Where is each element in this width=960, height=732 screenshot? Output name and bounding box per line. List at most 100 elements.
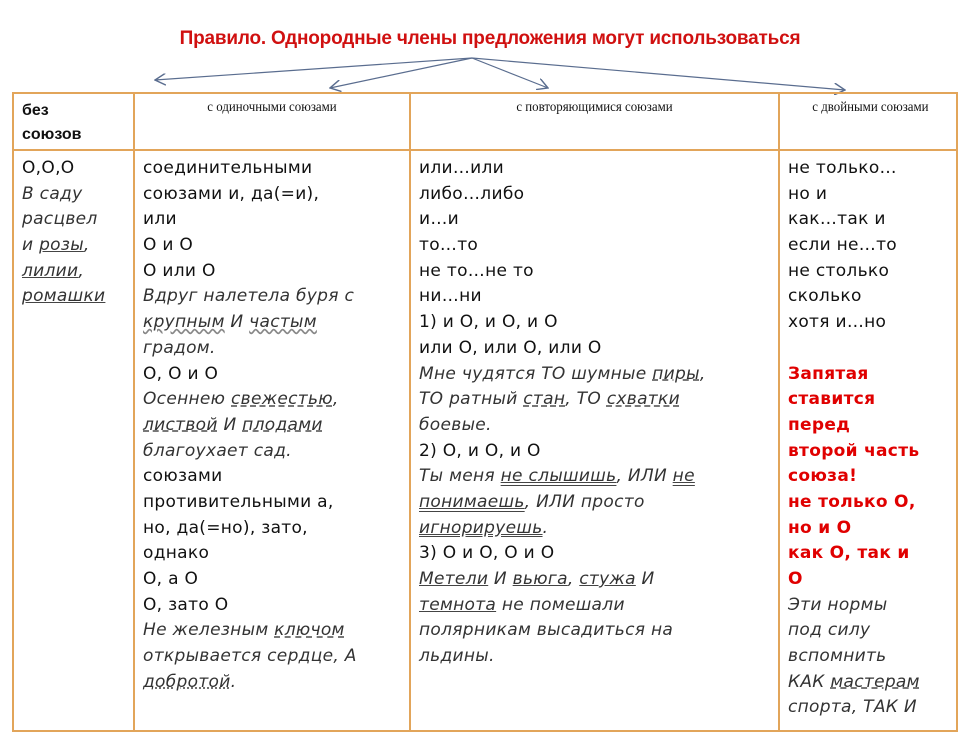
text-line: 1) и О, и О, и О (419, 310, 706, 336)
rule-line: второй часть (788, 439, 920, 465)
example-line: Ты меня не слышишь, ИЛИ не (419, 464, 706, 490)
text-segment: полярникам высадиться на (419, 620, 674, 641)
example-line: и розы, (22, 233, 105, 259)
example-line: Вдруг налетела буря с (143, 284, 357, 310)
text-segment: И (488, 569, 513, 589)
text-segment: однако (143, 543, 210, 564)
text-segment: или…или (419, 158, 505, 178)
underlined-word: игнорируешь (419, 517, 543, 538)
text-segment: как О, так и (788, 543, 910, 564)
rule-title: Правило. Однородные члены предложения мо… (179, 28, 801, 49)
text-segment: О и О (143, 235, 194, 256)
text-segment: В саду (22, 183, 83, 204)
example-line: понимаешь, ИЛИ просто (419, 490, 706, 516)
text-line: не только… (788, 156, 920, 182)
arrow-double-conjunctions (471, 57, 845, 90)
rule-line: но и О (788, 516, 920, 542)
header-single-conjunctions: с одиночными союзами (207, 100, 337, 115)
text-segment: боевые. (419, 414, 492, 435)
rule-line: перед (788, 413, 920, 439)
underlined-word: вьюга (512, 569, 568, 589)
underlined-word: не (672, 466, 695, 487)
text-segment: и…и (419, 209, 459, 230)
text-segment: льдины. (419, 646, 495, 667)
example-line: градом. (143, 336, 357, 362)
text-segment: второй часть (788, 440, 920, 461)
text-segment: О, а О (143, 569, 199, 589)
underlined-word: темнота (419, 594, 497, 615)
example-line: Осеннею свежестью, (143, 387, 357, 413)
branch-arrows (0, 57, 960, 100)
arrow-repeated-conjunctions (471, 57, 548, 88)
text-segment: О, О и О (143, 363, 219, 384)
example-line: боевые. (419, 413, 706, 439)
text-line: не столько (788, 259, 920, 285)
text-segment: то…то (419, 235, 479, 256)
underlined-word: крупным (143, 312, 225, 333)
text-segment: , ИЛИ просто (524, 491, 645, 512)
text-segment: союзами (143, 466, 223, 487)
underlined-word: ромашки (22, 286, 106, 307)
example-line: крупным И частым (143, 310, 357, 336)
text-segment: Ты меня (419, 466, 501, 487)
header-divider (14, 149, 956, 151)
text-segment: И (217, 414, 243, 435)
underlined-word: мастерам (830, 671, 920, 692)
text-segment: . (542, 517, 549, 538)
example-line: ТО ратный стан, ТО схватки (419, 387, 706, 413)
text-segment: И (635, 569, 655, 589)
text-segment: вспомнить (788, 646, 887, 667)
rule-line: Запятая (788, 362, 920, 388)
text-segment: благоухает сад. (143, 440, 292, 461)
text-segment: или О, или О, или О (419, 337, 602, 358)
underlined-word: розы (39, 235, 84, 256)
text-segment: союза! (788, 466, 858, 487)
text-line: но и (788, 182, 920, 208)
text-line: О, зато О (143, 593, 357, 619)
underlined-word: плодами (242, 414, 323, 435)
text-segment: И (224, 312, 250, 333)
arrow-no-conjunctions (155, 57, 473, 80)
example-line: спорта, ТАК И (788, 695, 920, 721)
example-line: Мне чудятся ТО шумные пиры, (419, 362, 706, 388)
header-double-conjunctions: с двойными союзами (812, 100, 929, 115)
text-line: союзами и, да(=и), (143, 182, 357, 208)
text-segment: либо…либо (419, 183, 525, 204)
example-line: ромашки (22, 284, 105, 310)
rule-line: как О, так и (788, 541, 920, 567)
text-line: О,О,О (22, 156, 105, 182)
text-segment: ТО ратный (419, 389, 524, 410)
underlined-word: лилии (22, 260, 79, 281)
example-line: открывается сердце, А (143, 644, 357, 670)
column-divider (133, 94, 135, 730)
underlined-word: стан (523, 389, 566, 410)
text-line: сколько (788, 284, 920, 310)
text-segment: , (332, 389, 339, 410)
text-segment: не столько (788, 260, 890, 281)
text-line: если не…то (788, 233, 920, 259)
rule-line: союза! (788, 464, 920, 490)
text-segment: не то…не то (419, 260, 534, 281)
text-segment: О,О,О (22, 158, 75, 178)
text-segment: КАК (788, 671, 831, 692)
text-segment: и (22, 235, 40, 256)
text-segment: спорта, ТАК И (788, 697, 917, 718)
text-segment: сколько (788, 286, 862, 307)
header-repeated-conjunctions: с повторяющимися союзами (516, 100, 673, 115)
text-segment: если не…то (788, 235, 898, 256)
text-segment: ставится (788, 389, 876, 410)
text-segment: хотя и…но (788, 312, 887, 333)
text-line: ни…ни (419, 284, 706, 310)
text-segment: под силу (788, 620, 871, 641)
text-segment: Вдруг налетела буря с (143, 286, 355, 307)
text-segment: Запятая (788, 363, 869, 384)
example-line: добротой. (143, 670, 357, 696)
underlined-word: понимаешь (419, 491, 525, 512)
text-segment: расцвел (22, 209, 98, 230)
text-segment: О или О (143, 260, 216, 281)
text-segment: Эти нормы (788, 594, 888, 615)
text-segment: но и О (788, 517, 852, 538)
conjunction-table: без союзов с одиночными союзами с повтор… (12, 92, 958, 732)
column-divider (778, 94, 780, 730)
text-line: противительными а, (143, 490, 357, 516)
